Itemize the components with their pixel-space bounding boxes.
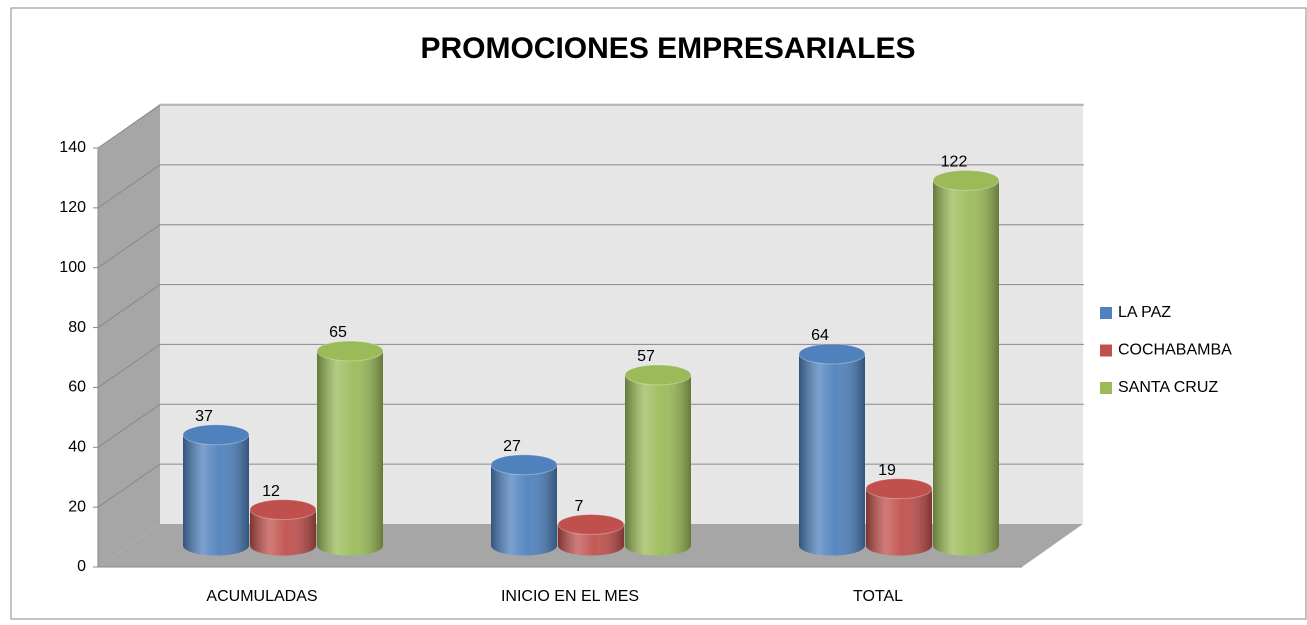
legend-swatch — [1100, 344, 1112, 357]
legend-swatch — [1100, 307, 1112, 319]
bar-top — [182, 424, 250, 446]
bar-top — [624, 364, 692, 386]
bar-shade — [933, 180, 999, 556]
legend-swatch — [1100, 382, 1112, 394]
y-tick-label: 40 — [68, 439, 86, 456]
y-tick-label: 120 — [59, 199, 86, 216]
bar-top — [932, 169, 1000, 191]
bar-shade — [250, 509, 316, 556]
bar-top — [865, 478, 933, 500]
data-label: 19 — [878, 462, 896, 479]
legend-label: LA PAZ — [1118, 304, 1171, 321]
grid-line — [97, 344, 161, 388]
y-tick-label: 100 — [59, 259, 86, 276]
grid-line — [97, 104, 161, 149]
legend-label: COCHABAMBA — [1118, 342, 1232, 359]
bar-shade — [866, 488, 932, 556]
chart-title: PROMOCIONES EMPRESARIALES — [420, 32, 915, 65]
grid-line — [97, 463, 161, 508]
data-label: 27 — [503, 438, 521, 455]
y-tick-label: 140 — [59, 139, 86, 156]
x-tick-label: TOTAL — [853, 588, 903, 605]
bar-shade — [491, 464, 557, 556]
grid-line — [97, 403, 161, 448]
data-label: 12 — [262, 483, 280, 500]
y-tick-label: 60 — [68, 379, 86, 396]
bar-top — [316, 340, 384, 362]
legend-label: SANTA CRUZ — [1118, 379, 1218, 396]
x-tick-label: INICIO EN EL MES — [501, 588, 639, 605]
bar-shade — [625, 374, 691, 556]
bar-top — [557, 514, 625, 536]
data-label: 64 — [811, 327, 829, 344]
bar-top — [490, 454, 558, 476]
bar-top — [249, 499, 317, 521]
x-tick-label: ACUMULADAS — [206, 588, 317, 605]
side-wall — [98, 104, 160, 567]
bar-shade — [317, 350, 383, 556]
data-label: 7 — [575, 498, 584, 515]
bar-shade — [183, 434, 249, 556]
data-label: 57 — [637, 348, 655, 365]
y-tick-label: 20 — [68, 498, 86, 515]
y-tick-label: 80 — [68, 319, 86, 336]
bar-shade — [799, 353, 865, 556]
grid-line — [97, 224, 161, 269]
bar-top — [798, 343, 866, 365]
grid-line — [97, 284, 161, 328]
data-label: 65 — [329, 324, 347, 341]
grid-line — [97, 164, 161, 209]
y-tick-label: 0 — [77, 558, 86, 575]
data-label: 37 — [195, 408, 213, 425]
data-label: 122 — [941, 154, 968, 171]
